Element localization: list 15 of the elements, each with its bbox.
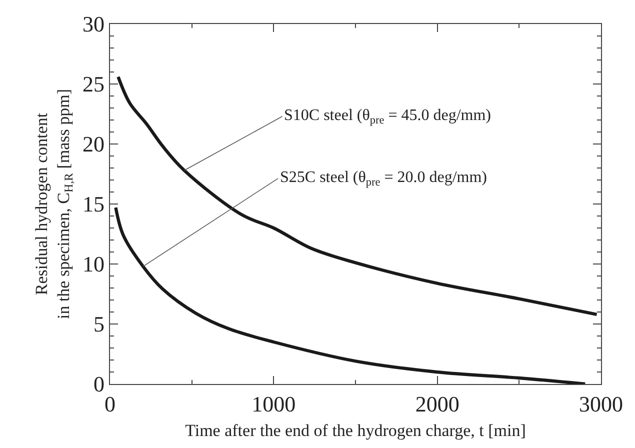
x-tick-label: 1000 xyxy=(252,392,296,416)
x-axis-title: Time after the end of the hydrogen charge, t [min] xyxy=(185,420,526,440)
line-series xyxy=(114,206,587,384)
y-tick-label: 10 xyxy=(82,252,104,277)
annotation: S25C steel (θ$_{pre}$ = 20.0 deg/mm) xyxy=(280,169,487,188)
y-tick-label: 5 xyxy=(94,312,104,337)
y-tick-label: 15 xyxy=(82,192,104,217)
y-tick-label: 0 xyxy=(94,372,104,397)
x-tick-label: 3000 xyxy=(579,392,623,416)
y-tick-label: 25 xyxy=(82,72,104,97)
line-series xyxy=(116,75,598,316)
y-tick-label: 20 xyxy=(82,132,104,157)
x-tick-label: 2000 xyxy=(415,392,460,416)
y-tick-label: 30 xyxy=(82,12,104,37)
annotation: S10C steel (θ$_{pre}$ = 45.0 deg/mm) xyxy=(284,107,491,126)
